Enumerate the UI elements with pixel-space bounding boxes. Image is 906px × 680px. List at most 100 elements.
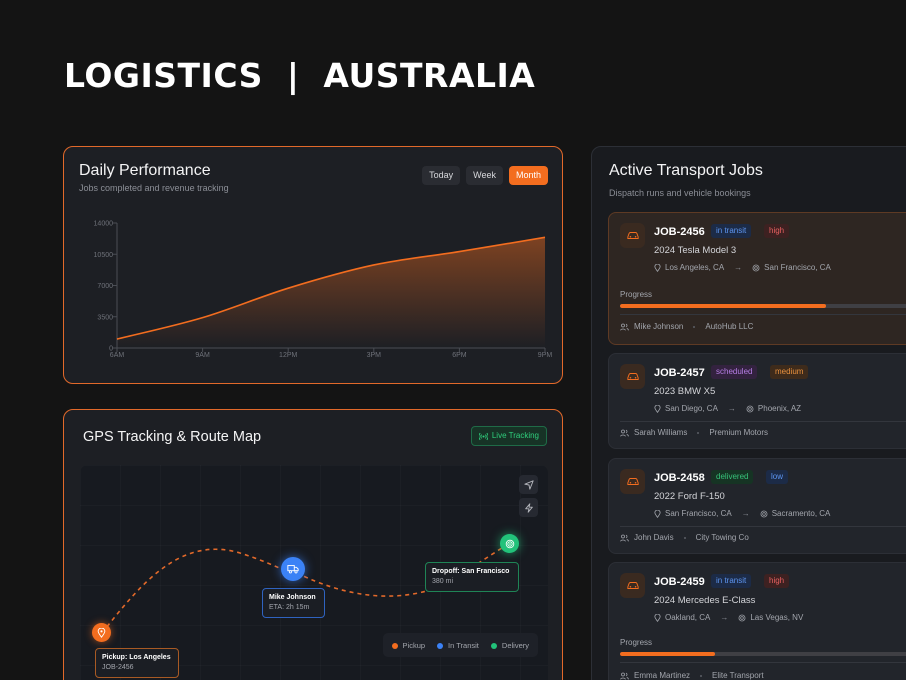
company-name: Elite Transport	[712, 671, 764, 680]
driver-name: Mike Johnson	[634, 322, 684, 331]
legend-delivery: Delivery	[490, 641, 529, 650]
y-tick-label: 7000	[97, 283, 113, 290]
priority-badge: high	[764, 574, 790, 588]
status-badge: in transit	[711, 574, 752, 588]
map-pin-icon	[654, 509, 661, 518]
users-icon	[620, 672, 629, 680]
route-to: Phoenix, AZ	[757, 404, 802, 413]
status-badge: delivered	[711, 470, 754, 484]
legend-pickup: Pickup	[391, 641, 425, 650]
vehicle-name: 2024 Mercedes E-Class	[654, 595, 756, 606]
x-tick-label: 9PM	[538, 352, 553, 359]
live-tracking-label: Live Tracking	[491, 431, 539, 440]
driver-marker[interactable]	[281, 557, 305, 581]
arrow-right-icon: →	[727, 404, 736, 413]
y-tick-label: 14000	[94, 221, 114, 228]
users-icon	[620, 534, 629, 542]
dropoff-marker[interactable]	[500, 534, 519, 553]
job-card-2457[interactable]: JOB-2457 scheduled medium 2023 BMW X5 Sa…	[608, 353, 906, 449]
page-title: LOGISTICS | AUSTRALIA	[64, 56, 536, 95]
driver-label: Mike Johnson ETA: 2h 15m	[262, 588, 325, 618]
car-icon	[620, 469, 645, 494]
company-name: Premium Motors	[709, 428, 769, 437]
vehicle-name: 2022 Ford F-150	[654, 491, 725, 502]
car-icon	[620, 223, 645, 248]
route-to: San Francisco, CA	[764, 263, 831, 272]
x-tick-label: 3PM	[367, 352, 382, 359]
route-from: San Diego, CA	[665, 404, 718, 413]
legend-in-transit: In Transit	[437, 641, 479, 650]
route-from: San Francisco, CA	[665, 509, 732, 518]
driver-title: Mike Johnson	[269, 594, 316, 601]
jobs-title: Active Transport Jobs	[609, 162, 763, 179]
map-pin-icon	[97, 627, 106, 638]
y-tick-label: 10500	[94, 252, 114, 259]
route-map[interactable]: Pickup: Los Angeles JOB-2456 Mike Johnso…	[80, 465, 548, 680]
job-footer: John Davis City Towing Co	[620, 533, 749, 542]
tab-today[interactable]: Today	[422, 166, 461, 185]
job-card-2456[interactable]: JOB-2456 in transit high 2024 Tesla Mode…	[608, 212, 906, 345]
target-icon	[505, 539, 514, 548]
progress-bar	[620, 652, 906, 656]
lightning-icon	[524, 502, 533, 513]
arrow-right-icon: →	[734, 263, 743, 272]
active-jobs-panel: Active Transport Jobs Dispatch runs and …	[591, 146, 906, 680]
arrow-right-icon: →	[741, 509, 750, 518]
target-icon	[752, 264, 760, 271]
pickup-sub: JOB-2456	[102, 664, 134, 671]
driver-sub: ETA: 2h 15m	[269, 604, 310, 611]
tab-week[interactable]: Week	[466, 166, 503, 185]
tab-month[interactable]: Month	[508, 166, 548, 185]
series-area	[117, 237, 545, 348]
target-icon	[746, 405, 754, 412]
series-line	[116, 236, 546, 340]
job-footer: Sarah Williams Premium Motors	[620, 428, 768, 437]
route-from: Oakland, CA	[665, 613, 711, 622]
users-icon	[620, 323, 629, 331]
dropoff-label: Dropoff: San Francisco 380 mi	[425, 562, 519, 592]
route-to: Sacramento, CA	[771, 509, 831, 518]
divider	[620, 526, 906, 527]
job-card-2458[interactable]: JOB-2458 delivered low 2022 Ford F-150 S…	[608, 458, 906, 554]
pickup-label: Pickup: Los Angeles JOB-2456	[95, 648, 179, 678]
vehicle-name: 2023 BMW X5	[654, 386, 716, 397]
progress-fill	[620, 652, 716, 656]
pickup-marker[interactable]	[92, 623, 111, 642]
x-tick-label: 12PM	[279, 352, 297, 359]
pickup-title: Pickup: Los Angeles	[102, 654, 171, 661]
job-id: JOB-2457	[654, 367, 705, 379]
dropoff-sub: 380 mi	[432, 578, 454, 585]
gps-title: GPS Tracking & Route Map	[83, 429, 262, 445]
car-icon	[620, 364, 645, 389]
y-tick-label: 0	[109, 346, 113, 353]
navigate-button[interactable]	[519, 475, 538, 494]
driver-name: John Davis	[634, 533, 674, 542]
divider	[620, 314, 906, 315]
truck-icon	[287, 565, 299, 574]
map-pin-icon	[654, 404, 661, 413]
company-name: AutoHub LLC	[705, 322, 754, 331]
job-footer: Emma Martinez Elite Transport	[620, 671, 764, 680]
jobs-subtitle: Dispatch runs and vehicle bookings	[609, 188, 751, 198]
route-from: Los Angeles, CA	[665, 263, 725, 272]
route-info: Los Angeles, CA → San Francisco, CA	[654, 263, 831, 272]
x-tick-label: 9AM	[195, 352, 210, 359]
progress-bar	[620, 304, 906, 308]
daily-performance-card: Daily Performance Jobs completed and rev…	[63, 146, 563, 384]
job-id: JOB-2459	[654, 576, 705, 588]
live-tracking-badge[interactable]: Live Tracking	[470, 426, 547, 446]
priority-badge: high	[764, 224, 790, 238]
job-card-2459[interactable]: JOB-2459 in transit high 2024 Mercedes E…	[608, 562, 906, 680]
job-id: JOB-2458	[654, 472, 705, 484]
company-name: City Towing Co	[695, 533, 749, 542]
y-tick-label: 3500	[97, 314, 113, 321]
status-badge: in transit	[711, 224, 752, 238]
route-to: Las Vegas, NV	[750, 613, 804, 622]
zap-button[interactable]	[519, 498, 538, 517]
signal-icon	[478, 432, 488, 440]
x-tick-label: 6PM	[452, 352, 467, 359]
navigation-arrow-icon	[523, 479, 534, 490]
gps-tracking-card: GPS Tracking & Route Map Live Tracking P…	[63, 409, 563, 680]
performance-title: Daily Performance	[79, 162, 211, 179]
